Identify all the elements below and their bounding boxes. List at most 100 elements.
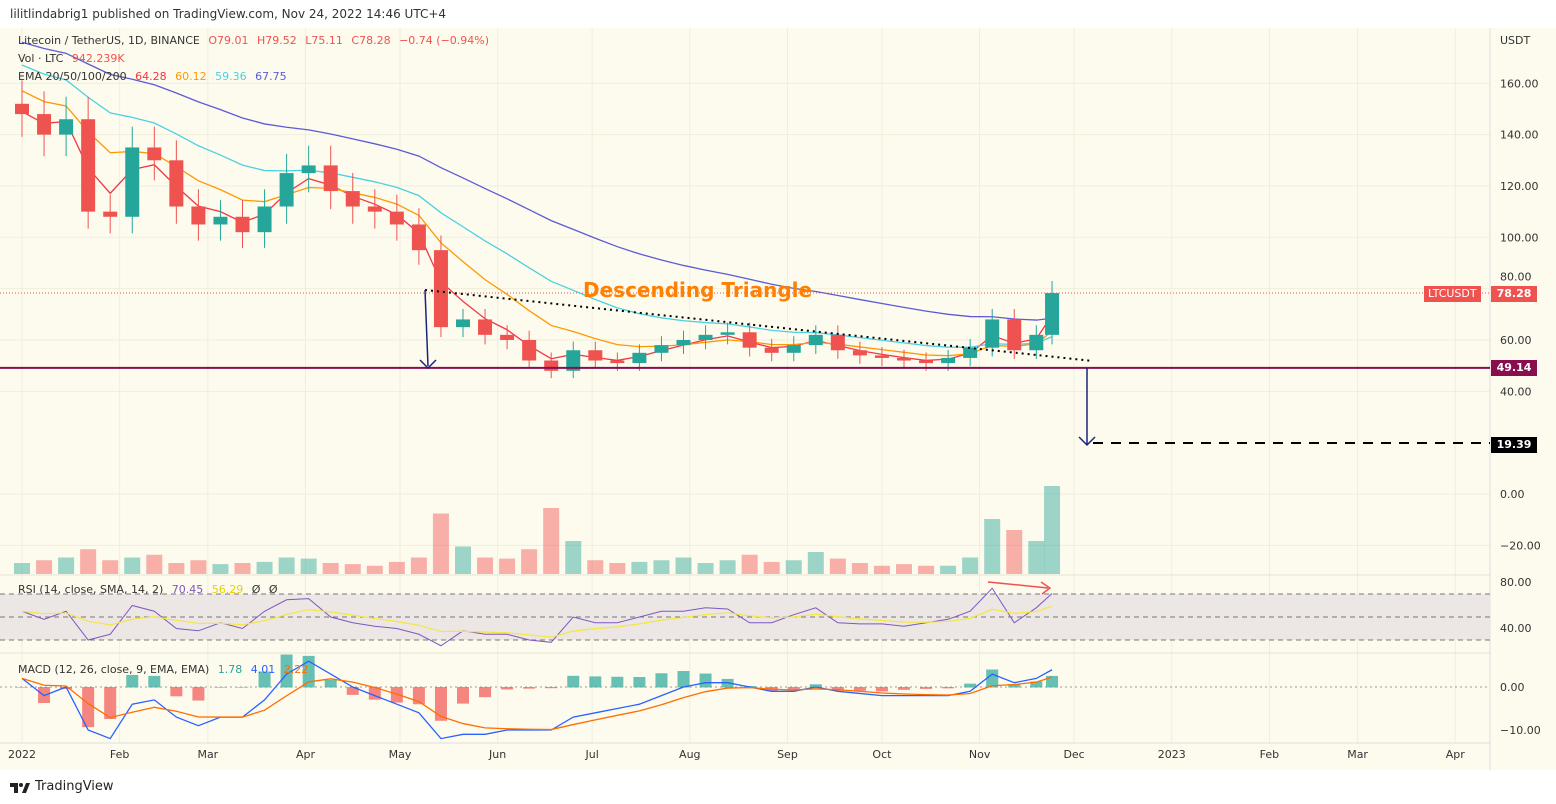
macd-histogram-bar [964, 683, 977, 688]
y-tick-label: 100.00 [1500, 231, 1539, 244]
x-tick-label: 2023 [1158, 748, 1186, 761]
macd-histogram-bar [655, 673, 668, 688]
x-tick-label: Feb [1260, 748, 1279, 761]
x-tick-label: Mar [1347, 748, 1368, 761]
macd-histogram-bar [942, 687, 955, 689]
volume-bar [521, 549, 538, 574]
macd-tick-label: −10.00 [1500, 724, 1541, 737]
candle-body [897, 357, 911, 361]
descending-trendline [424, 289, 1094, 362]
arrow-head-icon [419, 359, 437, 370]
volume-bar [984, 519, 1001, 574]
rsi-line [21, 587, 1053, 647]
volume-bar [322, 563, 339, 574]
volume-legend: Vol · LTC 942.239K [18, 52, 130, 65]
candle-body [411, 224, 426, 251]
candle-body [588, 350, 603, 361]
high-value: H79.52 [257, 34, 297, 47]
macd-histogram-bar [126, 674, 139, 688]
volume-bar [300, 558, 317, 574]
x-tick-label: May [389, 748, 412, 761]
chart-svg[interactable]: 2022 Feb Mar Apr May Jun Jul Aug Sep Oct Nov Dec 202… [0, 28, 1556, 770]
x-tick-label: Oct [872, 748, 892, 761]
ema100-value: 59.36 [215, 70, 247, 83]
volume-bar [477, 557, 494, 574]
y-tick-label: 40.00 [1500, 385, 1532, 398]
candle-body [367, 206, 382, 212]
candle-body [632, 352, 647, 364]
volume-bar [499, 558, 516, 574]
volume-bar [565, 541, 582, 574]
candle-body [59, 119, 74, 135]
macd-histogram-bar [699, 673, 712, 688]
candle-body [654, 345, 669, 353]
candle-body [478, 319, 493, 335]
y-tick-label: −20.00 [1500, 539, 1541, 552]
volume-bar [58, 557, 75, 574]
candle-body [323, 165, 338, 192]
volume-bar [587, 560, 604, 574]
volume-bar [1044, 486, 1061, 574]
rsi-sma-value: 56.29 [211, 583, 244, 596]
macd-hist-value: 1.78 [217, 663, 243, 676]
x-tick-label: Mar [197, 748, 218, 761]
change-value: −0.74 (−0.94%) [399, 34, 490, 47]
volume-bar [807, 552, 824, 574]
rsi-tick-label: 80.00 [1500, 576, 1532, 589]
x-tick-label: Jul [585, 748, 599, 761]
tradingview-logo[interactable]: TradingView [10, 779, 114, 794]
volume-bar [741, 554, 758, 574]
macd-signal-line [21, 676, 1053, 731]
candle-body [941, 357, 956, 364]
candle-body [566, 350, 581, 371]
macd-histogram-bar [82, 687, 95, 728]
candle-body [257, 206, 272, 233]
volume-bar [190, 560, 207, 574]
macd-signal-value: 2.22 [283, 663, 309, 676]
volume-bar [80, 549, 97, 574]
candle-body [191, 206, 206, 225]
macd-histogram-bar [192, 687, 205, 701]
rsi-value: 70.45 [171, 583, 204, 596]
chart-area[interactable]: 2022 Feb Mar Apr May Jun Jul Aug Sep Oct Nov Dec 202… [0, 28, 1556, 770]
volume-bar [719, 560, 736, 574]
macd-histogram-bar [1008, 684, 1021, 688]
candle-body [456, 319, 470, 328]
macd-histogram-bar [875, 687, 888, 692]
volume-bar [1006, 530, 1023, 574]
volume-bar [234, 563, 251, 574]
macd-histogram-bar [501, 687, 514, 690]
volume-label: Vol · LTC [18, 52, 64, 65]
ema50-line [21, 90, 1053, 357]
rsi-tick-label: 40.00 [1500, 622, 1532, 635]
macd-histogram-bar [567, 675, 580, 688]
volume-bar [763, 561, 780, 574]
volume-bar [366, 565, 383, 574]
rsi-sma-line [21, 605, 1053, 638]
macd-histogram-bar [214, 687, 227, 688]
macd-histogram-bar [280, 654, 293, 688]
macd-histogram-bar [677, 671, 690, 688]
macd-histogram-bar [831, 687, 844, 690]
ema200-value: 67.75 [255, 70, 287, 83]
volume-bar [873, 565, 890, 574]
x-tick-label: Nov [969, 748, 991, 761]
pattern-label: Descending Triangle [583, 278, 813, 302]
close-value: C78.28 [351, 34, 391, 47]
rsi-band [0, 594, 1490, 640]
candle-body [147, 147, 162, 161]
ema200-line [21, 41, 1053, 321]
macd-histogram-bar [1046, 675, 1059, 688]
volume-bar [278, 557, 295, 574]
volume-bar [940, 565, 957, 574]
macd-histogram-bar [589, 676, 602, 688]
y-tick-label: 0.00 [1500, 488, 1525, 501]
macd-histogram-bar [346, 687, 359, 695]
candle-body [235, 216, 250, 233]
x-tick-label: 2022 [8, 748, 36, 761]
candle-body [764, 347, 779, 353]
volume-bar [609, 563, 626, 574]
volume-bar [653, 560, 670, 574]
ema-label: EMA 20/50/100/200 [18, 70, 127, 83]
macd-histogram-bar [104, 687, 117, 720]
